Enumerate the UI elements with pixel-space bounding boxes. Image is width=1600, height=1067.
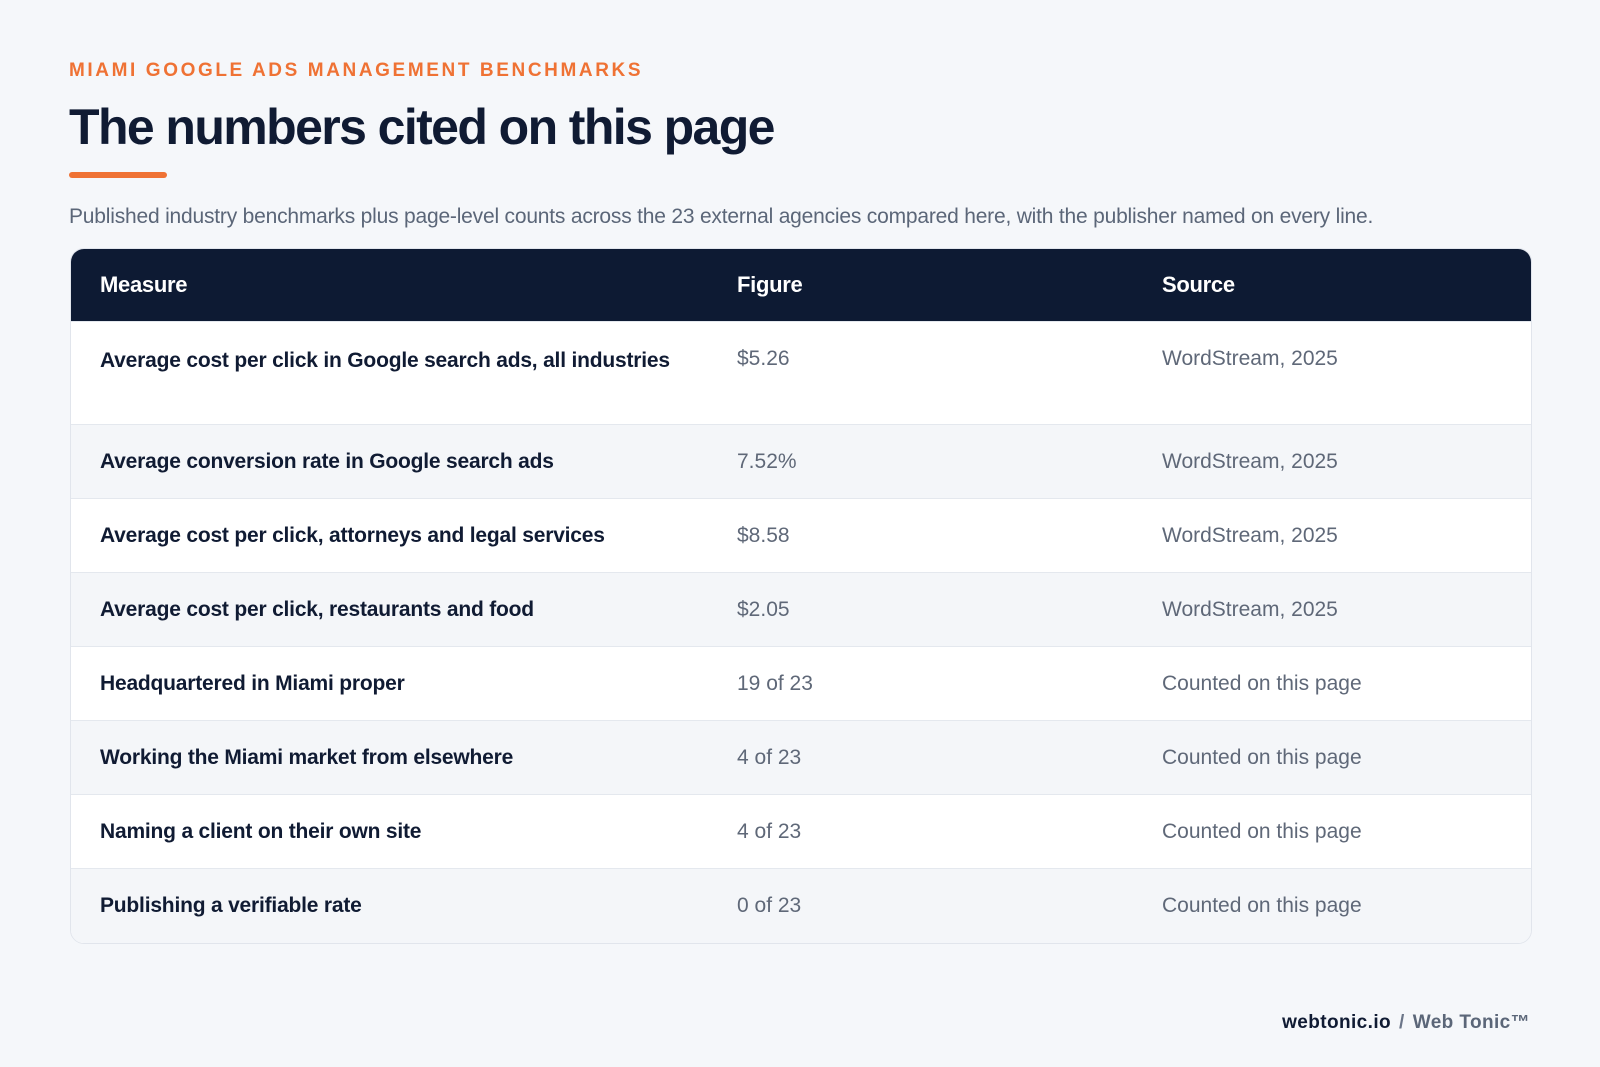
figure-cell: 19 of 23 [708,646,1133,721]
figure-cell: 7.52% [708,424,1133,499]
source-cell: Counted on this page [1133,720,1531,795]
source-cell: WordStream, 2025 [1133,572,1531,647]
measure-cell: Average cost per click, attorneys and le… [71,498,708,573]
benchmarks-table-card: Measure Figure Source Average cost per c… [70,248,1532,944]
figure-cell: 4 of 23 [708,720,1133,795]
page-subtitle: Published industry benchmarks plus page-… [69,205,1374,228]
source-cell: WordStream, 2025 [1133,321,1531,425]
column-header-measure: Measure [100,272,188,297]
measure-cell: Working the Miami market from elsewhere [71,720,708,795]
table-row: Publishing a verifiable rate 0 of 23 Cou… [71,868,1531,943]
figure-cell: $8.58 [708,498,1133,573]
table-header-row: Measure Figure Source [71,249,1531,322]
source-cell: WordStream, 2025 [1133,498,1531,573]
table-row: Naming a client on their own site 4 of 2… [71,794,1531,869]
figure-cell: 4 of 23 [708,794,1133,869]
page-title: The numbers cited on this page [69,99,775,155]
measure-cell: Naming a client on their own site [71,794,708,869]
benchmarks-table: Measure Figure Source Average cost per c… [71,249,1531,943]
table-row: Average cost per click in Google search … [71,321,1531,425]
table-row: Average cost per click, restaurants and … [71,572,1531,647]
footer-site-link[interactable]: webtonic.io [1282,1012,1392,1033]
figure-cell: $2.05 [708,572,1133,647]
source-cell: Counted on this page [1133,794,1531,869]
source-cell: WordStream, 2025 [1133,424,1531,499]
source-cell: Counted on this page [1133,868,1531,943]
footer-credit: webtonic.io / Web Tonic™ [1282,1012,1530,1034]
table-row: Average conversion rate in Google search… [71,424,1531,499]
figure-cell: 0 of 23 [708,868,1133,943]
measure-cell: Average cost per click in Google search … [71,321,708,425]
page-header: MIAMI GOOGLE ADS MANAGEMENT BENCHMARKS T… [69,58,1530,232]
table-row: Average cost per click, attorneys and le… [71,498,1531,573]
column-header-figure: Figure [737,272,803,297]
figure-cell: $5.26 [708,321,1133,425]
footer-separator: / [1399,1012,1405,1033]
measure-cell: Average conversion rate in Google search… [71,424,708,499]
accent-rule [69,172,167,178]
source-cell: Counted on this page [1133,646,1531,721]
table-row: Working the Miami market from elsewhere … [71,720,1531,795]
footer-brand: Web Tonic™ [1412,1012,1530,1033]
table-row: Headquartered in Miami proper 19 of 23 C… [71,646,1531,721]
measure-cell: Publishing a verifiable rate [71,868,708,943]
column-header-source: Source [1162,272,1235,297]
eyebrow-label: MIAMI GOOGLE ADS MANAGEMENT BENCHMARKS [69,60,644,81]
measure-cell: Average cost per click, restaurants and … [71,572,708,647]
measure-cell: Headquartered in Miami proper [71,646,708,721]
